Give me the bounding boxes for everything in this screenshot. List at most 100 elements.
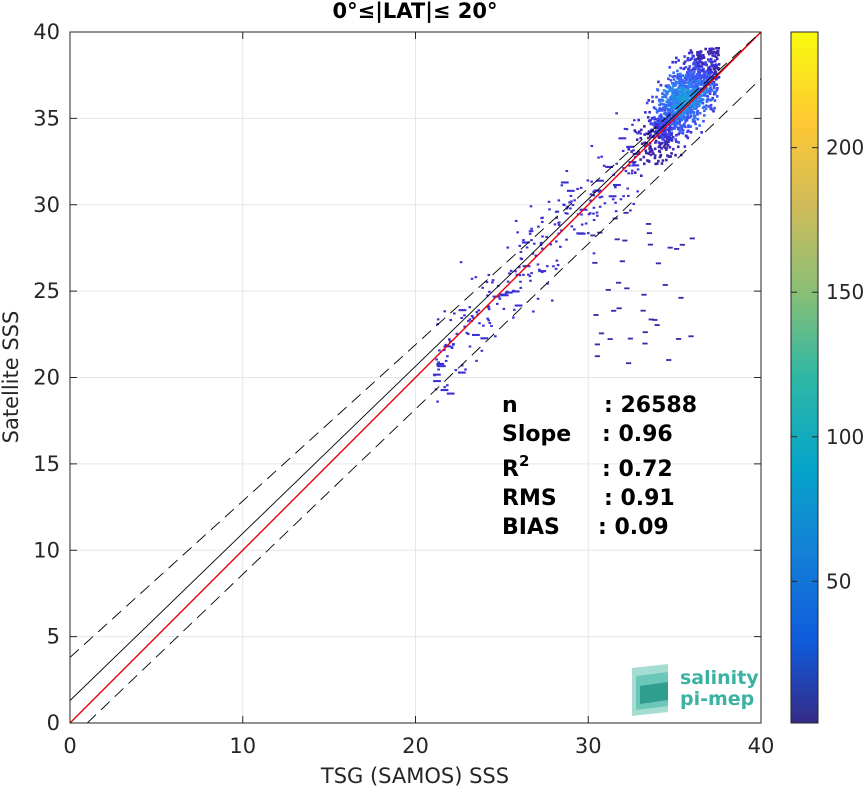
density-cell [687,94,691,98]
density-cell [661,118,665,121]
density-cell [690,57,693,60]
density-cell [597,190,601,193]
density-cell [480,337,489,340]
density-cell [710,89,714,92]
density-cell [706,69,709,73]
stat-value: : 0.91 [604,486,675,511]
density-cell [715,64,718,67]
density-cell [696,61,700,65]
density-cell [684,120,687,123]
density-cell [690,82,694,85]
y-axis-ticks: 0 5 10 15 20 25 30 35 40 [33,20,761,735]
density-cell [709,103,713,107]
density-cell [695,96,699,100]
chart-title: 0°≤|LAT|≤ 20° [332,0,497,24]
density-cell [607,338,613,341]
density-cell [530,227,533,230]
density-cell [667,130,671,133]
density-cell [675,110,678,114]
density-cell [662,123,666,127]
density-cell [545,235,548,238]
density-cell [633,129,637,132]
density-cell [693,68,696,71]
density-cell [686,109,689,113]
density-cell [435,358,438,361]
density-cell [538,268,541,271]
density-cell [711,54,714,57]
density-cell [486,317,489,320]
density-cell [698,58,702,62]
density-cell [514,219,518,222]
density-cell [686,91,690,95]
density-cell [678,122,681,125]
density-cell [657,128,661,131]
density-cell [663,109,667,112]
density-cell [634,130,638,134]
density-cell [685,105,689,109]
density-cell [654,141,657,144]
density-cell [709,68,713,72]
density-cell [474,276,478,279]
density-cell [672,94,676,97]
density-cell [532,242,536,245]
density-cell [652,152,655,155]
density-cell [659,83,663,87]
density-cell [559,245,562,248]
density-cell [639,136,643,140]
density-cell [647,119,651,123]
density-cell [647,152,651,155]
density-cell [659,114,663,118]
density-cell [692,61,696,65]
density-cell [454,369,458,372]
x-tick-label: 20 [402,734,429,758]
density-cell [633,119,636,122]
density-cell [684,65,688,69]
density-cell [698,94,702,98]
density-cell [616,307,622,310]
density-cell [696,67,699,71]
density-cell [713,84,716,88]
density-cell [666,154,669,157]
density-cell [665,100,668,104]
density-cell [443,349,446,352]
density-cell [651,100,654,103]
density-cell [671,109,675,112]
density-cell [627,147,631,151]
density-cell [703,94,706,97]
density-cell [715,57,719,61]
density-cell [491,281,494,284]
density-cell [668,66,672,69]
density-cell [710,81,714,85]
density-cell [639,174,643,178]
density-cell [588,212,592,215]
wave-logo-icon [632,664,668,716]
density-cell [676,127,680,130]
density-cell [673,90,677,94]
density-cell [661,92,664,95]
density-cell [697,102,701,105]
density-cell [478,322,481,325]
density-cell [686,100,689,103]
density-cell [519,286,523,289]
density-cell [678,93,682,96]
density-cell [643,125,646,128]
density-cell [712,65,716,69]
density-cell [467,320,470,323]
density-cell [703,105,706,109]
density-cell [679,131,682,135]
density-cell [659,142,662,145]
density-cell [590,144,594,148]
density-cell [664,111,667,115]
density-cell [570,200,573,203]
density-cell [659,129,662,133]
density-cell [546,265,549,268]
density-cell [707,52,711,56]
colorbar-tick-label: 50 [826,569,851,593]
density-cell [626,145,634,148]
density-cell [481,286,484,289]
density-cell [646,115,650,119]
density-cell [685,86,689,90]
density-cell [674,88,678,92]
density-cell [707,58,710,61]
